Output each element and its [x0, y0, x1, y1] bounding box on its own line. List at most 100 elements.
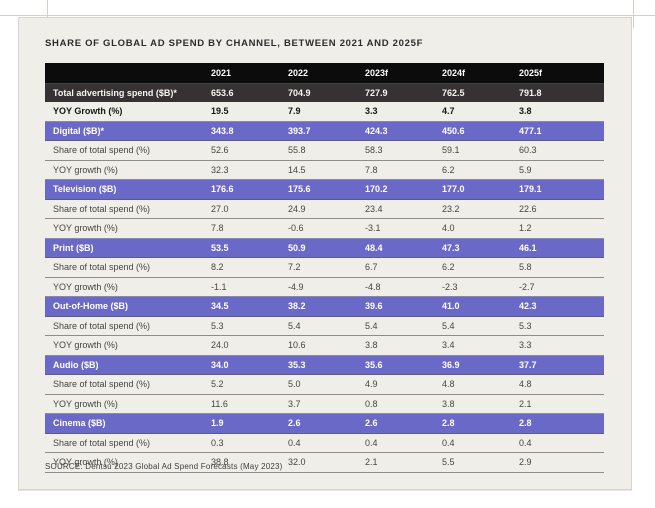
value-cell: 0.4: [288, 433, 365, 453]
value-cell: 2.6: [288, 413, 365, 434]
row-label: Out-of-Home ($B): [45, 296, 211, 317]
value-cell: 176.6: [211, 179, 288, 200]
value-cell: 38.8: [211, 452, 288, 473]
value-cell: 179.1: [519, 179, 604, 200]
value-cell: 170.2: [365, 179, 442, 200]
value-cell: 6.7: [365, 257, 442, 278]
value-cell: 5.4: [442, 316, 519, 336]
value-cell: -1.1: [211, 277, 288, 297]
year-column-header: 2024f: [442, 63, 519, 84]
value-cell: 4.0: [442, 218, 519, 239]
value-cell: 3.3: [519, 335, 604, 356]
table-row: YOY growth (%) 38.8 32.0 2.1 5.5 2.9: [45, 452, 604, 473]
value-cell: 7.2: [288, 257, 365, 278]
table-row: Share of total spend (%) 5.2 5.0 4.9 4.8 4.8: [45, 374, 604, 395]
table-row: YOY growth (%) 24.0 10.6 3.8 3.4 3.3: [45, 335, 604, 356]
value-cell: 0.4: [519, 433, 604, 453]
value-cell: 14.5: [288, 160, 365, 180]
value-cell: 52.6: [211, 140, 288, 161]
channel-row: Audio ($B) 34.0 35.3 35.6 36.9 37.7: [45, 355, 604, 375]
value-cell: 5.2: [211, 374, 288, 395]
value-cell: 7.8: [211, 218, 288, 239]
value-cell: 39.6: [365, 296, 442, 317]
value-cell: 37.7: [519, 355, 604, 375]
value-cell: 5.3: [519, 316, 604, 336]
value-cell: 477.1: [519, 121, 604, 141]
table-row: Total advertising spend ($B)* 653.6 704.9 7…: [45, 83, 604, 102]
value-cell: -0.6: [288, 218, 365, 239]
value-cell: 34.0: [211, 355, 288, 375]
header-corner-cell: [45, 63, 211, 84]
source-note: SOURCE: Dentsu 2023 Global Ad Spend Fore…: [45, 462, 283, 471]
value-cell: 4.9: [365, 374, 442, 395]
value-cell: 50.9: [288, 238, 365, 258]
value-cell: 0.3: [211, 433, 288, 453]
row-label: Share of total spend (%): [45, 257, 211, 278]
ad-spend-table: 2021 2022 2023f 2024f 2025f Total advertisin…: [45, 63, 604, 473]
value-cell: 3.3: [365, 102, 442, 122]
row-label: Cinema ($B): [45, 413, 211, 434]
table-row: Share of total spend (%) 52.6 55.8 58.3 59.1…: [45, 140, 604, 161]
year-column-header: 2025f: [519, 63, 604, 84]
table-row: Share of total spend (%) 0.3 0.4 0.4 0.4 0.4: [45, 433, 604, 453]
row-label: Share of total spend (%): [45, 374, 211, 395]
value-cell: 6.2: [442, 257, 519, 278]
value-cell: 424.3: [365, 121, 442, 141]
value-cell: 24.0: [211, 335, 288, 356]
value-cell: 5.0: [288, 374, 365, 395]
year-column-header: 2021: [211, 63, 288, 84]
value-cell: 175.6: [288, 179, 365, 200]
value-cell: 2.9: [519, 452, 604, 473]
value-cell: 791.8: [519, 83, 604, 102]
row-label: Share of total spend (%): [45, 316, 211, 336]
value-cell: 5.3: [211, 316, 288, 336]
value-cell: 36.9: [442, 355, 519, 375]
value-cell: 46.1: [519, 238, 604, 258]
value-cell: 3.8: [519, 102, 604, 122]
table-body: Total advertising spend ($B)* 653.6 704.9 7…: [45, 83, 604, 473]
value-cell: -2.7: [519, 277, 604, 297]
value-cell: 4.7: [442, 102, 519, 122]
value-cell: 3.4: [442, 335, 519, 356]
row-label: Print ($B): [45, 238, 211, 258]
value-cell: 4.8: [519, 374, 604, 395]
value-cell: 3.8: [365, 335, 442, 356]
table-row: Share of total spend (%) 8.2 7.2 6.7 6.2 5.8: [45, 257, 604, 278]
value-cell: 42.3: [519, 296, 604, 317]
value-cell: 177.0: [442, 179, 519, 200]
value-cell: 35.6: [365, 355, 442, 375]
value-cell: 1.2: [519, 218, 604, 239]
crop-mark-vertical-right: [633, 0, 634, 28]
row-label: Total advertising spend ($B)*: [45, 83, 211, 102]
value-cell: 24.9: [288, 199, 365, 219]
crop-mark-vertical-left: [47, 0, 48, 28]
value-cell: 47.3: [442, 238, 519, 258]
value-cell: 2.6: [365, 413, 442, 434]
value-cell: 1.9: [211, 413, 288, 434]
value-cell: 55.8: [288, 140, 365, 161]
value-cell: -4.9: [288, 277, 365, 297]
value-cell: 0.8: [365, 394, 442, 414]
table-row: YOY growth (%) 7.8 -0.6 -3.1 4.0 1.2: [45, 218, 604, 239]
value-cell: 3.7: [288, 394, 365, 414]
value-cell: 762.5: [442, 83, 519, 102]
value-cell: 5.4: [365, 316, 442, 336]
value-cell: -4.8: [365, 277, 442, 297]
value-cell: 34.5: [211, 296, 288, 317]
value-cell: 0.4: [365, 433, 442, 453]
row-label: YOY growth (%): [45, 277, 211, 297]
channel-row: Print ($B) 53.5 50.9 48.4 47.3 46.1: [45, 238, 604, 258]
value-cell: 10.6: [288, 335, 365, 356]
value-cell: 7.9: [288, 102, 365, 122]
value-cell: 53.5: [211, 238, 288, 258]
value-cell: 5.4: [288, 316, 365, 336]
value-cell: 32.3: [211, 160, 288, 180]
row-label: Share of total spend (%): [45, 433, 211, 453]
channel-row: Out-of-Home ($B) 34.5 38.2 39.6 41.0 42.3: [45, 296, 604, 317]
value-cell: 727.9: [365, 83, 442, 102]
value-cell: 2.1: [519, 394, 604, 414]
table-row: Share of total spend (%) 27.0 24.9 23.4 23.2…: [45, 199, 604, 219]
table-row: Share of total spend (%) 5.3 5.4 5.4 5.4 5.3: [45, 316, 604, 336]
value-cell: 8.2: [211, 257, 288, 278]
row-label: YOY growth (%): [45, 394, 211, 414]
